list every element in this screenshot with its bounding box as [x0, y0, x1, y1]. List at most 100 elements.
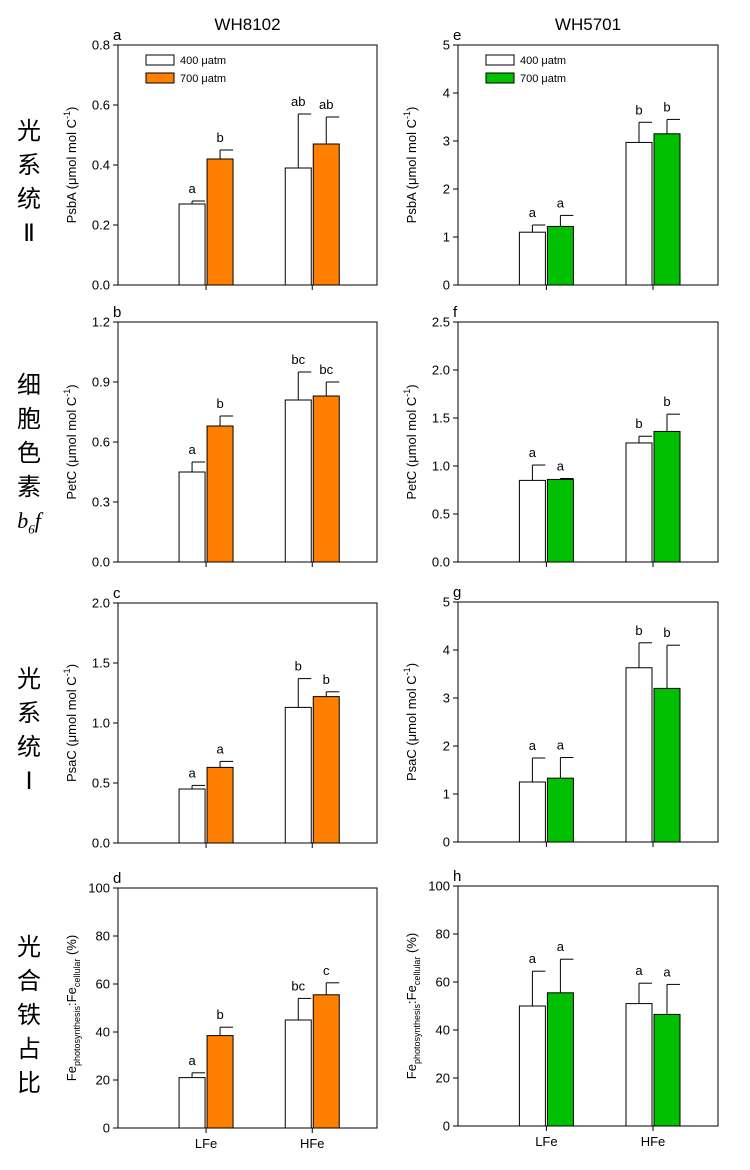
y-tick-label: 1.0	[92, 716, 110, 731]
bar	[518, 1005, 546, 1127]
significance-letter: bc	[291, 978, 305, 993]
y-tick-label: 40	[436, 1023, 450, 1038]
x-tick-label: HFe	[300, 1136, 325, 1151]
y-tick-label: 1	[443, 787, 450, 802]
bar	[284, 399, 312, 563]
bar	[518, 479, 546, 563]
row-label-char: 铁	[17, 1001, 41, 1029]
row-label-photosynthetic-iron-ratio: 光 合 铁 占 比	[12, 930, 46, 1100]
significance-letter: a	[529, 738, 537, 753]
significance-letter: b	[635, 102, 642, 117]
significance-letter: bc	[291, 352, 305, 367]
chart-panel-f: f 0.0 0.5 1.0 1.5 2.0 2.5 PetC (μmol mol C-1) a b…	[402, 304, 719, 570]
significance-letter: a	[529, 445, 537, 460]
bar	[178, 788, 206, 844]
y-tick-label: 3	[443, 134, 450, 149]
y-axis-label-part: PetC (μmol mol C	[64, 397, 79, 500]
bar	[546, 225, 574, 286]
panel-letter: a	[113, 27, 122, 44]
bar	[178, 1077, 206, 1129]
y-tick-label: 0.0	[432, 555, 450, 570]
y-tick-label: 1.2	[92, 315, 110, 330]
y-tick-label: 2	[443, 182, 450, 197]
bar	[284, 1019, 312, 1129]
y-axis-label: PetC (μmol mol C-1)	[62, 384, 79, 499]
significance-letter: a	[557, 195, 565, 210]
row-label-cytochrome-b6f: 细 胞 色 素 b6f	[12, 368, 46, 546]
y-axis-label: PsbA (μmol mol C-1)	[62, 107, 79, 224]
row-label-char: 色	[17, 439, 41, 467]
row-label-char: 光	[17, 117, 41, 145]
y-tick-label: 0.6	[92, 98, 110, 113]
y-axis-label: Fephotosynthesis:Fecellular (%)	[404, 933, 422, 1079]
row-label-b6f: b6f	[17, 508, 41, 537]
y-axis-label-part: Fe	[404, 1064, 419, 1079]
y-tick-label: 4	[443, 643, 450, 658]
legend-label: 700 μatm	[180, 73, 226, 85]
x-tick-label: HFe	[641, 1134, 666, 1149]
significance-letter: b	[635, 623, 642, 638]
row-label-char: 光	[17, 933, 41, 961]
y-tick-label: 5	[443, 595, 450, 610]
y-tick-label: 20	[96, 1073, 110, 1088]
plot-frame	[457, 601, 719, 843]
significance-letter: c	[323, 963, 330, 978]
x-tick-label: LFe	[535, 1134, 557, 1149]
y-tick-label: 60	[436, 975, 450, 990]
chart-panel-c: c 0.0 0.5 1.0 1.5 2.0 PsaC (μmol mol C-1) a b a b	[62, 585, 378, 851]
chart-panel-h: h 0 20 40 60 80 100 LFe HFe Fephotosynthesis:Fece…	[404, 868, 719, 1149]
chart-panel-a: WH8102 a 0.0 0.2 0.4 0.6 0.8 PsbA (μmol mol C-1…	[62, 15, 378, 293]
y-tick-label: 3	[443, 691, 450, 706]
y-axis-label-part: PetC (μmol mol C	[404, 397, 419, 500]
y-axis-label-part: PsaC (μmol mol C	[404, 675, 419, 781]
row-label-char: 细	[17, 371, 41, 399]
y-axis-label-part: :Fe	[404, 985, 419, 1004]
row-label-char: 比	[17, 1069, 41, 1097]
bar	[625, 141, 653, 286]
y-tick-label: 0.2	[92, 218, 110, 233]
significance-letter: a	[188, 181, 196, 196]
y-axis-label-part: )	[404, 663, 419, 667]
significance-letter: a	[529, 951, 537, 966]
y-tick-label: 0.8	[92, 38, 110, 53]
bar	[206, 158, 234, 286]
y-axis-label-sup: -1	[62, 389, 72, 397]
significance-letter: bc	[319, 362, 333, 377]
row-label-char: 合	[17, 967, 41, 995]
y-axis-label-sup: -1	[62, 111, 72, 119]
bar	[625, 1003, 653, 1127]
y-axis-label-part: Fe	[64, 1066, 79, 1081]
row-label-char: Ⅱ	[23, 219, 35, 247]
significance-letter: b	[216, 1007, 223, 1022]
y-axis-label-sup: -1	[402, 111, 412, 119]
y-axis-label-part: )	[64, 107, 79, 111]
y-axis-label: PsaC (μmol mol C-1)	[62, 664, 79, 782]
y-tick-label: 20	[436, 1071, 450, 1086]
significance-letter: b	[663, 625, 670, 640]
significance-letter: a	[529, 205, 537, 220]
legend-swatch	[145, 72, 175, 84]
y-tick-label: 40	[96, 1025, 110, 1040]
y-axis-label-sub: photosynthesis	[412, 1003, 422, 1064]
y-tick-label: 2.5	[432, 315, 450, 330]
y-axis-label-sub: photosynthesis	[72, 1005, 82, 1066]
plot-frame	[457, 885, 719, 1127]
significance-letter: a	[663, 964, 671, 979]
y-tick-label: 80	[96, 929, 110, 944]
bar	[546, 478, 574, 563]
significance-letter: a	[188, 442, 196, 457]
y-axis-label-part: PsbA (μmol mol C	[404, 119, 419, 223]
significance-letter: a	[188, 765, 196, 780]
y-tick-label: 0	[443, 835, 450, 850]
y-axis-label-part: )	[64, 384, 79, 388]
y-tick-label: 1.0	[432, 459, 450, 474]
legend-swatch	[485, 54, 515, 66]
bar	[653, 133, 681, 286]
significance-letter: b	[635, 416, 642, 431]
significance-letter: b	[663, 99, 670, 114]
bar	[653, 430, 681, 563]
y-axis-label: PsbA (μmol mol C-1)	[402, 107, 419, 224]
significance-letter: b	[663, 394, 670, 409]
chart-panel-b: b 0.0 0.3 0.6 0.9 1.2 PetC (μmol mol C-1) a bc b b…	[62, 304, 378, 570]
